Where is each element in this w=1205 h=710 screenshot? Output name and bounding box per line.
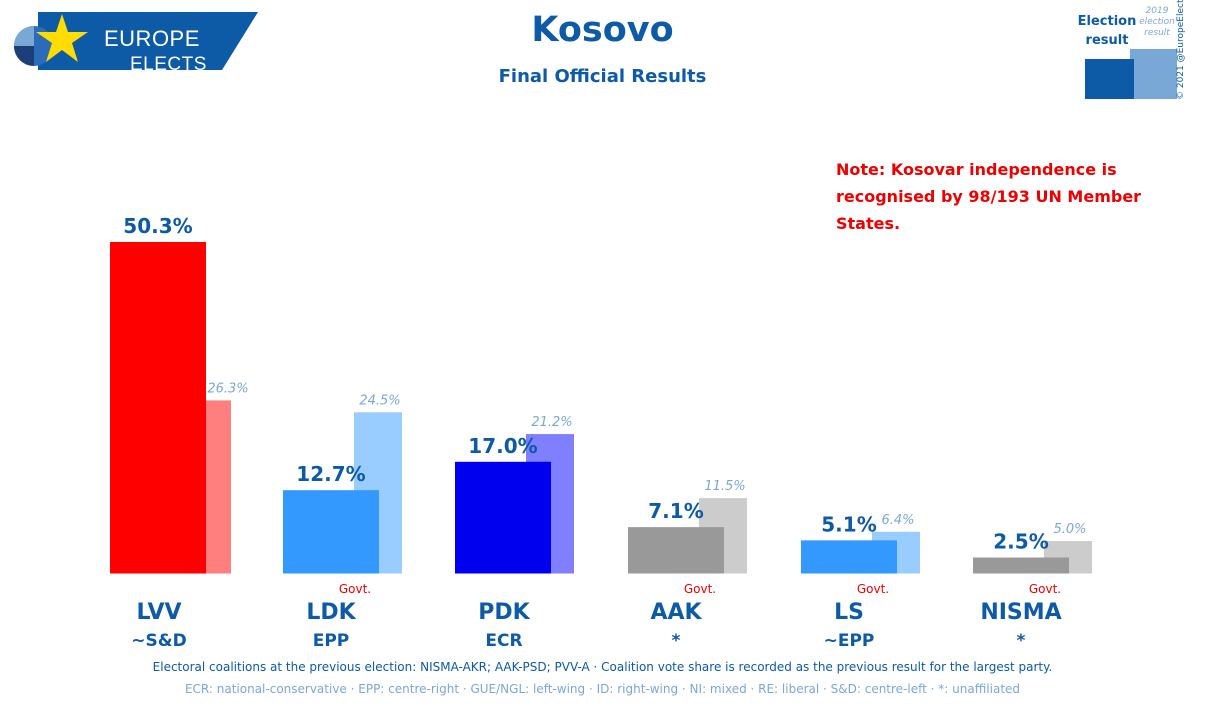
legend-current-swatch bbox=[1085, 59, 1134, 99]
bar-current-ls bbox=[801, 540, 897, 574]
party-name-pdk: PDK bbox=[478, 600, 530, 625]
value-label-current-pdk: 17.0% bbox=[468, 434, 537, 458]
value-label-previous-aak: 11.5% bbox=[704, 479, 745, 494]
footnote-groups: ECR: national-conservative · EPP: centre… bbox=[184, 682, 1021, 696]
value-label-previous-pdk: 21.2% bbox=[531, 415, 572, 430]
independence-note: Note: Kosovar independence is recognised… bbox=[836, 160, 1142, 233]
bar-current-ldk bbox=[283, 490, 379, 574]
chart-legend: Election result 2019 election result bbox=[1075, 6, 1205, 106]
bar-current-lvv bbox=[110, 242, 206, 574]
govt-badge-aak: Govt. bbox=[683, 582, 717, 596]
party-group-ldk: EPP bbox=[312, 631, 350, 651]
party-name-ldk: LDK bbox=[306, 600, 356, 625]
legend-previous-label: 2019 election result bbox=[1139, 6, 1175, 38]
value-label-current-ldk: 12.7% bbox=[296, 462, 365, 486]
value-label-previous-nisma: 5.0% bbox=[1053, 522, 1086, 537]
party-name-nisma: NISMA bbox=[980, 600, 1062, 625]
party-name-lvv: LVV bbox=[136, 600, 182, 625]
govt-badge-ldk: Govt. bbox=[338, 582, 372, 596]
party-group-ls: ~EPP bbox=[823, 631, 875, 651]
value-label-current-ls: 5.1% bbox=[821, 512, 876, 536]
govt-badge-ls: Govt. bbox=[856, 582, 890, 596]
party-name-aak: AAK bbox=[650, 600, 702, 625]
bar-current-aak bbox=[628, 527, 724, 574]
party-group-aak: * bbox=[671, 631, 681, 651]
value-label-current-nisma: 2.5% bbox=[993, 529, 1048, 553]
europe-elects-logo: EUROPE ELECTS bbox=[8, 12, 258, 75]
value-label-current-lvv: 50.3% bbox=[123, 214, 192, 238]
bar-current-nisma bbox=[973, 557, 1069, 574]
logo-line-europe: EUROPE bbox=[104, 26, 200, 51]
value-label-previous-ldk: 24.5% bbox=[359, 393, 400, 408]
bar-current-pdk bbox=[455, 461, 551, 574]
legend-current-label: Election result bbox=[1077, 14, 1137, 48]
legend-previous-swatch bbox=[1130, 49, 1177, 99]
govt-badge-nisma: Govt. bbox=[1028, 582, 1062, 596]
logo-graphic bbox=[14, 12, 258, 70]
value-label-previous-lvv: 26.3% bbox=[207, 381, 248, 396]
value-label-previous-ls: 6.4% bbox=[881, 513, 914, 528]
value-label-current-aak: 7.1% bbox=[648, 499, 703, 523]
party-group-pdk: ECR bbox=[485, 631, 523, 651]
bar-previous-lvv bbox=[206, 400, 231, 574]
logo-line-elects: ELECTS bbox=[130, 54, 207, 75]
party-name-ls: LS bbox=[834, 600, 864, 625]
chart-subtitle: Final Official Results bbox=[498, 66, 707, 87]
footnote-coalitions: Electoral coalitions at the previous ele… bbox=[152, 660, 1053, 674]
party-group-nisma: * bbox=[1016, 631, 1026, 651]
party-group-lvv: ~S&D bbox=[131, 631, 187, 651]
chart-title: Kosovo bbox=[531, 10, 674, 50]
